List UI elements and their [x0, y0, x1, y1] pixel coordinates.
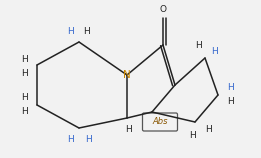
- Text: H: H: [21, 55, 27, 64]
- Text: H: H: [21, 107, 27, 116]
- Text: Abs: Abs: [152, 118, 168, 127]
- Text: H: H: [195, 42, 201, 51]
- Text: H: H: [21, 70, 27, 79]
- Text: H: H: [21, 94, 27, 103]
- Text: H: H: [67, 136, 73, 145]
- Text: H: H: [67, 27, 73, 36]
- Text: H: H: [227, 83, 233, 92]
- Text: O: O: [159, 6, 167, 15]
- Text: H: H: [212, 46, 218, 55]
- Text: N: N: [123, 70, 131, 80]
- Text: H: H: [83, 27, 89, 36]
- Text: H: H: [227, 97, 233, 106]
- Text: H: H: [85, 136, 91, 145]
- Text: H: H: [205, 125, 211, 134]
- FancyBboxPatch shape: [143, 113, 177, 131]
- Text: H: H: [189, 131, 195, 140]
- Text: H: H: [126, 125, 132, 134]
